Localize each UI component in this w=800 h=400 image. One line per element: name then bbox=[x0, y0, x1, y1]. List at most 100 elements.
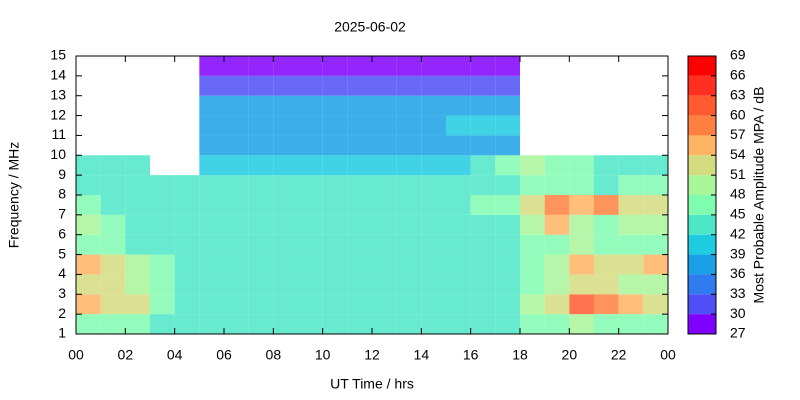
heat-cell bbox=[569, 214, 594, 235]
heat-cell bbox=[76, 274, 101, 295]
heat-cell bbox=[174, 195, 200, 215]
heat-cell bbox=[248, 254, 274, 275]
heat-cell bbox=[224, 274, 249, 295]
heat-cell bbox=[643, 274, 668, 295]
heat-cell bbox=[446, 75, 471, 96]
heat-cell bbox=[446, 214, 471, 235]
heat-cell bbox=[347, 155, 372, 176]
heat-cell bbox=[248, 234, 274, 255]
heat-cell bbox=[199, 75, 224, 96]
heat-cell bbox=[125, 234, 150, 255]
heat-cell bbox=[446, 175, 471, 195]
heat-cell bbox=[396, 274, 422, 295]
heat-cell bbox=[421, 314, 446, 334]
heat-cell bbox=[618, 274, 644, 295]
heat-cell bbox=[248, 195, 274, 215]
heat-cell bbox=[569, 195, 594, 215]
heat-cell bbox=[224, 234, 249, 255]
heat-cell bbox=[248, 115, 274, 136]
heat-cell bbox=[322, 95, 348, 116]
heat-cell bbox=[396, 314, 422, 334]
heat-cell bbox=[273, 214, 298, 235]
heat-cell bbox=[569, 234, 594, 255]
heat-cell bbox=[322, 234, 348, 255]
heat-cell bbox=[372, 135, 397, 156]
heat-cell bbox=[544, 274, 570, 295]
heat-cell bbox=[520, 274, 545, 295]
y-tick-label: 10 bbox=[50, 146, 66, 162]
heat-cell bbox=[150, 314, 175, 334]
colorbar-tick-label: 63 bbox=[730, 86, 746, 102]
heat-cell bbox=[495, 314, 520, 334]
heat-cell bbox=[421, 234, 446, 255]
heat-cell bbox=[372, 95, 397, 116]
y-tick-label: 9 bbox=[58, 166, 66, 182]
heat-cell bbox=[224, 294, 249, 315]
heat-cell bbox=[569, 294, 594, 315]
heat-cell bbox=[495, 294, 520, 315]
heat-cell bbox=[347, 254, 372, 275]
heat-cell bbox=[421, 274, 446, 295]
heat-cell bbox=[248, 214, 274, 235]
heat-cell bbox=[643, 155, 668, 176]
heat-cell bbox=[544, 314, 570, 334]
heat-cell bbox=[298, 75, 323, 96]
y-tick-label: 15 bbox=[50, 47, 66, 63]
heat-cell bbox=[594, 155, 619, 176]
heat-cell bbox=[520, 234, 545, 255]
heat-cell bbox=[618, 155, 644, 176]
heat-cell bbox=[174, 175, 200, 195]
heat-cell bbox=[248, 274, 274, 295]
heat-cell bbox=[298, 214, 323, 235]
heat-cell bbox=[618, 195, 644, 215]
heat-cell bbox=[125, 274, 150, 295]
heat-cell bbox=[125, 214, 150, 235]
heat-cell bbox=[224, 175, 249, 195]
colorbar-band bbox=[688, 254, 716, 275]
heat-cell bbox=[125, 195, 150, 215]
x-tick-label: 10 bbox=[315, 347, 331, 363]
heat-cell bbox=[199, 175, 224, 195]
heat-cell bbox=[544, 214, 570, 235]
x-tick-label: 00 bbox=[660, 347, 676, 363]
heat-cell bbox=[470, 175, 496, 195]
heat-cell bbox=[421, 155, 446, 176]
heat-cell bbox=[421, 135, 446, 156]
heat-cell bbox=[224, 254, 249, 275]
heat-cell bbox=[224, 195, 249, 215]
colorbar-tick-label: 60 bbox=[730, 106, 746, 122]
colorbar-tick-label: 39 bbox=[730, 245, 746, 261]
heat-cell bbox=[100, 254, 126, 275]
heat-cell bbox=[544, 294, 570, 315]
heat-cell bbox=[446, 115, 471, 136]
heat-cell bbox=[100, 234, 126, 255]
colorbar-band bbox=[688, 195, 716, 215]
colorbar-band bbox=[688, 95, 716, 116]
heat-cell bbox=[470, 314, 496, 334]
y-tick-label: 4 bbox=[58, 265, 66, 281]
heat-cell bbox=[298, 95, 323, 116]
heat-cell bbox=[372, 195, 397, 215]
colorbar-tick-label: 30 bbox=[730, 305, 746, 321]
heat-cell bbox=[273, 56, 298, 76]
heat-cell bbox=[224, 135, 249, 156]
heat-cell bbox=[470, 155, 496, 176]
heat-cell bbox=[470, 95, 496, 116]
heat-cell bbox=[150, 175, 175, 195]
heat-cell bbox=[273, 294, 298, 315]
heat-cell bbox=[372, 155, 397, 176]
heat-cell bbox=[495, 75, 520, 96]
heat-cell bbox=[544, 155, 570, 176]
heat-cell bbox=[396, 115, 422, 136]
heat-cell bbox=[618, 214, 644, 235]
heat-cell bbox=[273, 175, 298, 195]
heat-cell bbox=[396, 155, 422, 176]
heat-cell bbox=[248, 314, 274, 334]
heat-cell bbox=[248, 135, 274, 156]
x-tick-label: 06 bbox=[216, 347, 232, 363]
heat-cell bbox=[520, 175, 545, 195]
heat-cell bbox=[446, 274, 471, 295]
colorbar-tick-label: 33 bbox=[730, 285, 746, 301]
heat-cell bbox=[372, 294, 397, 315]
heat-cell bbox=[298, 56, 323, 76]
